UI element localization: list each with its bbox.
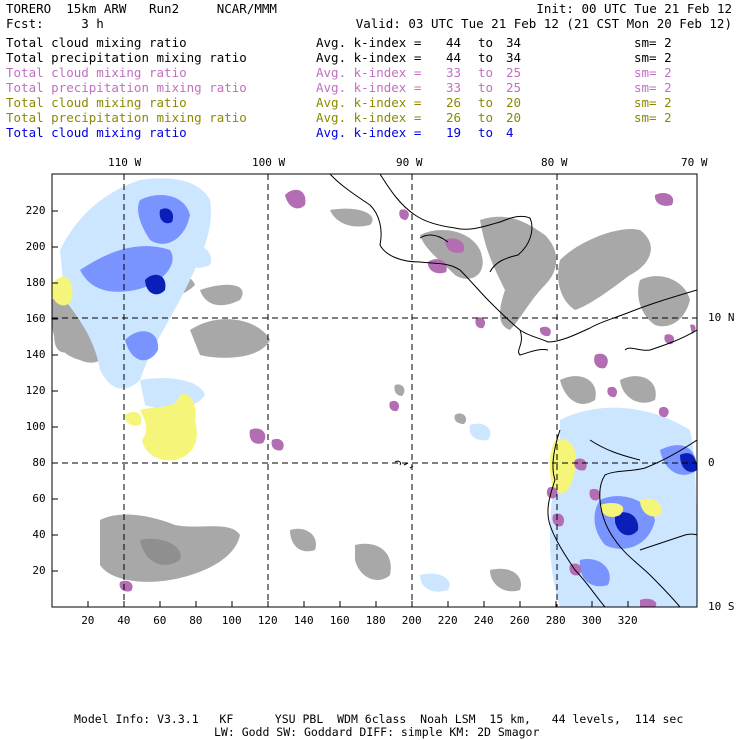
legend-to: to bbox=[478, 95, 494, 110]
longitude-label: 110 W bbox=[108, 156, 142, 169]
x-tick-label: 200 bbox=[401, 614, 422, 627]
legend-to: to bbox=[478, 65, 494, 80]
y-tick-label: 200 bbox=[25, 240, 46, 253]
dark-blue-cores bbox=[145, 208, 697, 536]
x-tick-label: 300 bbox=[581, 614, 602, 627]
y-tick-label: 220 bbox=[25, 204, 46, 217]
legend-k-start: 26 bbox=[446, 110, 462, 125]
y-tick-label: 40 bbox=[32, 528, 46, 541]
legend-smoothing: sm= 2 bbox=[634, 80, 672, 95]
legend-k-end: 20 bbox=[506, 95, 522, 110]
legend-field-name: Total cloud mixing ratio bbox=[6, 125, 187, 140]
legend-smoothing: sm= 2 bbox=[634, 65, 672, 80]
legend-to: to bbox=[478, 80, 494, 95]
x-tick-label: 100 bbox=[221, 614, 242, 627]
legend-smoothing: sm= 2 bbox=[634, 35, 672, 50]
legend-field-name: Total precipitation mixing ratio bbox=[6, 50, 247, 65]
legend-k-end: 34 bbox=[506, 35, 522, 50]
physics-info: LW: Godd SW: Goddard DIFF: simple KM: 2D… bbox=[214, 725, 540, 739]
y-tick-label: 20 bbox=[32, 564, 46, 577]
legend-k-start: 33 bbox=[446, 80, 462, 95]
legend-k-start: 44 bbox=[446, 35, 462, 50]
yellow-precip-field bbox=[52, 276, 662, 517]
x-tick-label: 160 bbox=[329, 614, 350, 627]
legend-k-end: 34 bbox=[506, 50, 522, 65]
x-tick-label: 20 bbox=[81, 614, 95, 627]
legend-avg-label: Avg. k-index = bbox=[316, 110, 422, 125]
legend-avg-label: Avg. k-index = bbox=[316, 125, 422, 140]
x-tick-label: 320 bbox=[617, 614, 638, 627]
x-tick-label: 260 bbox=[509, 614, 530, 627]
legend-avg-label: Avg. k-index = bbox=[316, 50, 422, 65]
longitude-label: 70 W bbox=[681, 156, 708, 169]
model-title: TORERO 15km ARW Run2 NCAR/MMM bbox=[6, 1, 277, 16]
forecast-hour: Fcst: 3 h bbox=[6, 16, 104, 31]
y-tick-label: 160 bbox=[25, 312, 46, 325]
y-tick-label: 100 bbox=[25, 420, 46, 433]
legend-to: to bbox=[478, 35, 494, 50]
longitude-label: 90 W bbox=[396, 156, 423, 169]
legend-k-start: 33 bbox=[446, 65, 462, 80]
y-tick-label: 120 bbox=[25, 384, 46, 397]
legend-smoothing: sm= 2 bbox=[634, 50, 672, 65]
init-time: Init: 00 UTC Tue 21 Feb 12 bbox=[536, 1, 732, 16]
x-tick-label: 120 bbox=[257, 614, 278, 627]
legend-field-name: Total precipitation mixing ratio bbox=[6, 80, 247, 95]
legend-k-end: 25 bbox=[506, 65, 522, 80]
grid-tick-marks bbox=[52, 210, 629, 607]
legend-k-start: 19 bbox=[446, 125, 462, 140]
legend-avg-label: Avg. k-index = bbox=[316, 95, 422, 110]
model-info: Model Info: V3.3.1 KF YSU PBL WDM 6class… bbox=[74, 712, 684, 726]
legend-field-name: Total cloud mixing ratio bbox=[6, 65, 187, 80]
x-tick-label: 140 bbox=[293, 614, 314, 627]
legend-avg-label: Avg. k-index = bbox=[316, 65, 422, 80]
coastlines bbox=[329, 174, 697, 607]
legend-k-start: 44 bbox=[446, 50, 462, 65]
legend-k-end: 25 bbox=[506, 80, 522, 95]
x-tick-label: 220 bbox=[437, 614, 458, 627]
y-tick-label: 140 bbox=[25, 348, 46, 361]
valid-time: Valid: 03 UTC Tue 21 Feb 12 (21 CST Mon … bbox=[355, 16, 732, 31]
longitude-label: 100 W bbox=[252, 156, 286, 169]
legend-k-end: 20 bbox=[506, 110, 522, 125]
legend-to: to bbox=[478, 110, 494, 125]
legend-field-name: Total cloud mixing ratio bbox=[6, 95, 187, 110]
latitude-label: 10 N bbox=[708, 311, 735, 324]
legend-to: to bbox=[478, 50, 494, 65]
x-tick-label: 80 bbox=[189, 614, 203, 627]
longitude-label: 80 W bbox=[541, 156, 568, 169]
y-tick-label: 60 bbox=[32, 492, 46, 505]
latitude-label: 0 bbox=[708, 456, 715, 469]
legend-smoothing: sm= 2 bbox=[634, 110, 672, 125]
y-tick-label: 180 bbox=[25, 276, 46, 289]
legend-avg-label: Avg. k-index = bbox=[316, 80, 422, 95]
legend-k-start: 26 bbox=[446, 95, 462, 110]
purple-precip-field bbox=[119, 189, 696, 607]
y-tick-label: 80 bbox=[32, 456, 46, 469]
legend-smoothing: sm= 2 bbox=[634, 95, 672, 110]
latitude-label: 10 S bbox=[708, 600, 735, 613]
latlon-grid bbox=[52, 174, 697, 607]
x-tick-label: 180 bbox=[365, 614, 386, 627]
x-tick-label: 60 bbox=[153, 614, 167, 627]
legend-field-name: Total cloud mixing ratio bbox=[6, 35, 187, 50]
legend-avg-label: Avg. k-index = bbox=[316, 35, 422, 50]
x-tick-label: 280 bbox=[545, 614, 566, 627]
legend-field-name: Total precipitation mixing ratio bbox=[6, 110, 247, 125]
x-tick-label: 240 bbox=[473, 614, 494, 627]
legend-k-end: 4 bbox=[506, 125, 514, 140]
x-tick-label: 40 bbox=[117, 614, 131, 627]
legend-to: to bbox=[478, 125, 494, 140]
